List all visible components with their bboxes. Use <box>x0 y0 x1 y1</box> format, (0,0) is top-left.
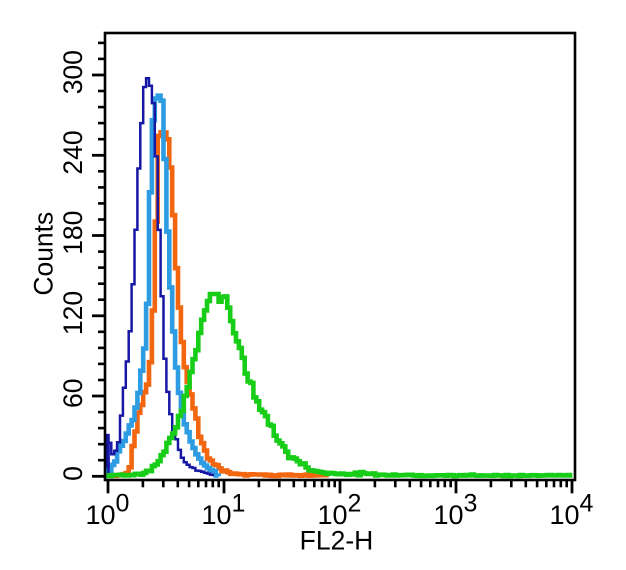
svg-text:300: 300 <box>58 50 88 94</box>
svg-text:180: 180 <box>58 211 88 255</box>
svg-text:120: 120 <box>58 291 88 335</box>
svg-text:240: 240 <box>58 130 88 174</box>
svg-text:0: 0 <box>58 466 88 481</box>
svg-text:60: 60 <box>58 378 88 407</box>
svg-text:Counts: Counts <box>29 212 59 296</box>
svg-text:FL2-H: FL2-H <box>300 526 374 556</box>
